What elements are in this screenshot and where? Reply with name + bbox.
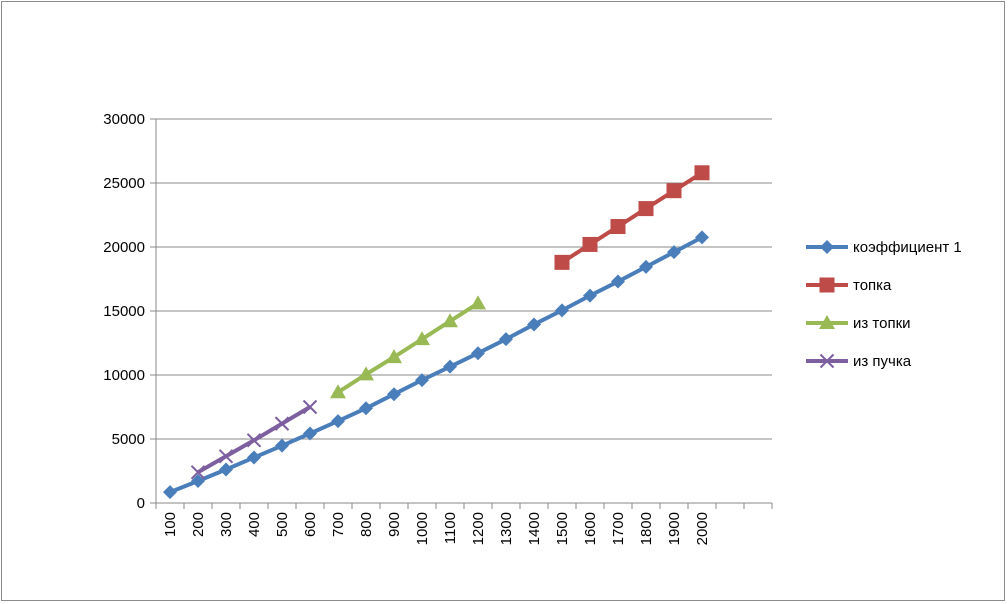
data-point (190, 465, 206, 480)
data-point (638, 201, 654, 217)
data-point (331, 414, 345, 429)
axes: 0 5000 10000 15000 20000 25000 30000 100 200 300 4… (103, 111, 773, 545)
x-marker-stroke (218, 449, 234, 464)
data-point (499, 332, 513, 347)
legend-label: из пучка (853, 353, 912, 370)
x-tick-label: 1900 (666, 512, 683, 545)
y-tick-label: 30000 (103, 111, 145, 128)
data-point (218, 449, 234, 464)
series-3 (330, 295, 486, 399)
legend-marker (819, 315, 835, 329)
data-point (694, 165, 710, 181)
x-marker-stroke (246, 433, 262, 448)
y-tick-label: 15000 (103, 303, 145, 320)
data-point (610, 219, 626, 235)
x-tick-label: 1400 (526, 512, 543, 545)
y-tick-label: 5000 (112, 431, 145, 448)
data-point (274, 416, 290, 431)
x-tick-label: 600 (302, 512, 319, 537)
data-point (667, 245, 681, 260)
plot-series (163, 165, 710, 500)
legend-item: коэффициент 1 (806, 239, 962, 256)
data-point (471, 346, 485, 361)
data-point (387, 387, 401, 402)
y-tick-label: 20000 (103, 239, 145, 256)
gridlines (156, 118, 772, 440)
data-point (527, 317, 541, 332)
x-tick-label: 500 (274, 512, 291, 537)
data-point (302, 399, 318, 415)
y-tick-label: 25000 (103, 175, 145, 192)
x-tick-label: 700 (330, 512, 347, 537)
x-tick-label: 200 (190, 512, 207, 537)
x-tick-label: 2000 (694, 512, 711, 545)
data-point (163, 485, 177, 500)
legend-marker (819, 353, 835, 369)
data-point (330, 384, 346, 399)
series-1 (163, 230, 709, 500)
x-marker-stroke (274, 416, 290, 431)
legend-item: топка (806, 277, 892, 294)
data-point (611, 274, 625, 289)
y-tick-label: 10000 (103, 367, 145, 384)
x-tick-label: 1000 (414, 512, 431, 545)
legend-label: топка (853, 277, 892, 294)
data-point (414, 331, 430, 346)
series-2 (554, 165, 710, 270)
series-4 (190, 399, 318, 480)
data-point (246, 433, 262, 448)
x-tick-label: 100 (162, 512, 179, 537)
legend-item: из пучка (806, 353, 912, 370)
x-tick-label: 400 (246, 512, 263, 537)
data-point (415, 373, 429, 388)
data-point (666, 183, 682, 199)
data-point (583, 288, 597, 303)
x-marker-stroke (302, 399, 318, 415)
x-marker-stroke (819, 353, 835, 369)
data-point (275, 438, 289, 453)
data-point (555, 303, 569, 318)
data-point (443, 359, 457, 374)
data-point (639, 259, 653, 274)
data-point (470, 295, 486, 310)
x-tick-label: 1200 (470, 512, 487, 545)
data-point (582, 236, 598, 252)
x-tick-label: 1300 (498, 512, 515, 545)
data-point (219, 462, 233, 477)
x-tick-label: 900 (386, 512, 403, 537)
series-line (169, 235, 703, 494)
x-tick-label: 1500 (554, 512, 571, 545)
y-tick-label: 0 (137, 495, 145, 512)
legend-label: коэффициент 1 (853, 239, 962, 256)
legend-item: из топки (806, 315, 911, 332)
legend-label: из топки (853, 315, 911, 332)
data-point (386, 349, 402, 364)
data-point (358, 366, 374, 381)
data-point (359, 401, 373, 416)
x-tick-label: 300 (218, 512, 235, 537)
legend-marker (820, 240, 834, 254)
x-tick-label: 1800 (638, 512, 655, 545)
legend: коэффициент 1 топка из топки из пучка (806, 239, 962, 370)
data-point (303, 426, 317, 441)
x-tick-label: 1700 (610, 512, 627, 545)
data-point (191, 473, 205, 488)
x-tick-label: 1600 (582, 512, 599, 545)
data-point (247, 450, 261, 465)
x-tick-label: 800 (358, 512, 375, 537)
x-marker-stroke (190, 465, 206, 480)
data-point (442, 313, 458, 328)
data-point (554, 254, 570, 270)
data-point (695, 230, 709, 245)
x-tick-label: 1100 (442, 512, 459, 544)
legend-marker (819, 277, 835, 293)
